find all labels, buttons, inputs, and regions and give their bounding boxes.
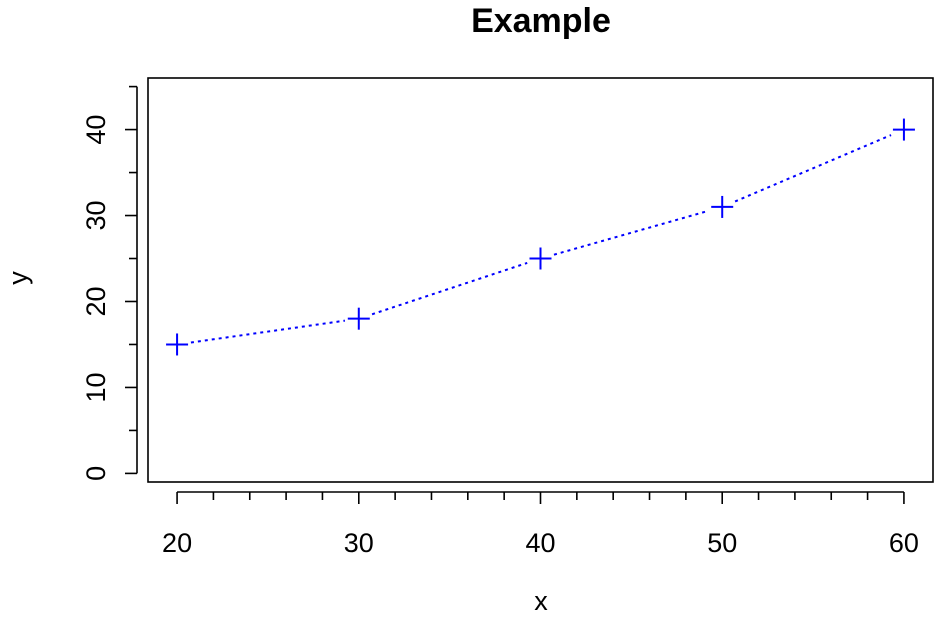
series-line-segment xyxy=(190,319,346,344)
y-tick-label: 30 xyxy=(81,201,111,231)
y-tick-label: 0 xyxy=(81,466,111,481)
data-point-marker xyxy=(892,118,915,141)
x-axis: 20 30 40 50 60 xyxy=(162,491,919,558)
x-axis-label: x xyxy=(534,586,548,616)
data-point-marker xyxy=(711,195,734,218)
data-point-marker xyxy=(166,333,189,356)
data-point-marker xyxy=(347,307,370,330)
x-tick-label: 30 xyxy=(344,528,374,558)
series-group xyxy=(166,118,915,356)
plot-frame xyxy=(147,77,934,483)
y-axis-label: y xyxy=(3,271,33,285)
x-tick-label: 50 xyxy=(707,528,737,558)
data-point-marker xyxy=(529,247,552,270)
y-axis: 0 10 20 30 40 xyxy=(81,85,138,481)
chart-title: Example xyxy=(471,2,611,40)
y-tick-label: 10 xyxy=(81,372,111,402)
series-line-segment xyxy=(553,209,710,256)
y-tick-label: 20 xyxy=(81,286,111,316)
plot-area xyxy=(147,77,934,483)
series-line-segment xyxy=(734,134,892,203)
x-tick-label: 60 xyxy=(889,528,919,558)
x-tick-label: 40 xyxy=(525,528,555,558)
y-tick-label: 40 xyxy=(81,115,111,145)
x-tick-label: 20 xyxy=(162,528,192,558)
